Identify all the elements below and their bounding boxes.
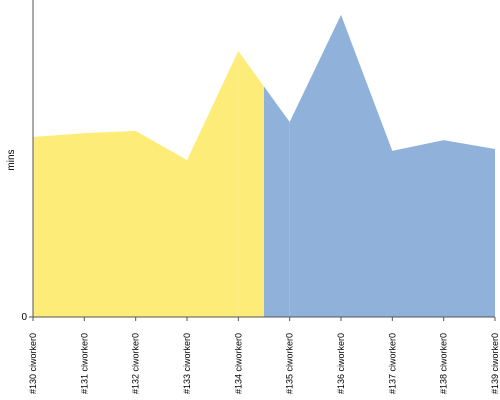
x-tick-label: #131 ciworker0 [79, 333, 89, 394]
x-tick-label: #133 ciworker0 [182, 333, 192, 394]
area-bridge [264, 86, 290, 317]
area [289, 14, 495, 318]
x-tick-label: #130 ciworker0 [28, 333, 38, 394]
y-tick-label: 0 [21, 312, 27, 323]
area [33, 51, 239, 318]
x-tick-label: #137 ciworker0 [387, 333, 397, 394]
x-tick-label: #135 ciworker0 [285, 333, 295, 394]
area-bridge [238, 51, 264, 318]
y-axis-label: mins [6, 149, 17, 170]
x-tick-label: #132 ciworker0 [131, 333, 141, 394]
x-tick-label: #136 ciworker0 [336, 333, 346, 394]
x-tick-label: #139 ciworker0 [490, 333, 500, 394]
x-tick-label: #138 ciworker0 [439, 333, 449, 394]
x-tick-label: #134 ciworker0 [233, 333, 243, 394]
